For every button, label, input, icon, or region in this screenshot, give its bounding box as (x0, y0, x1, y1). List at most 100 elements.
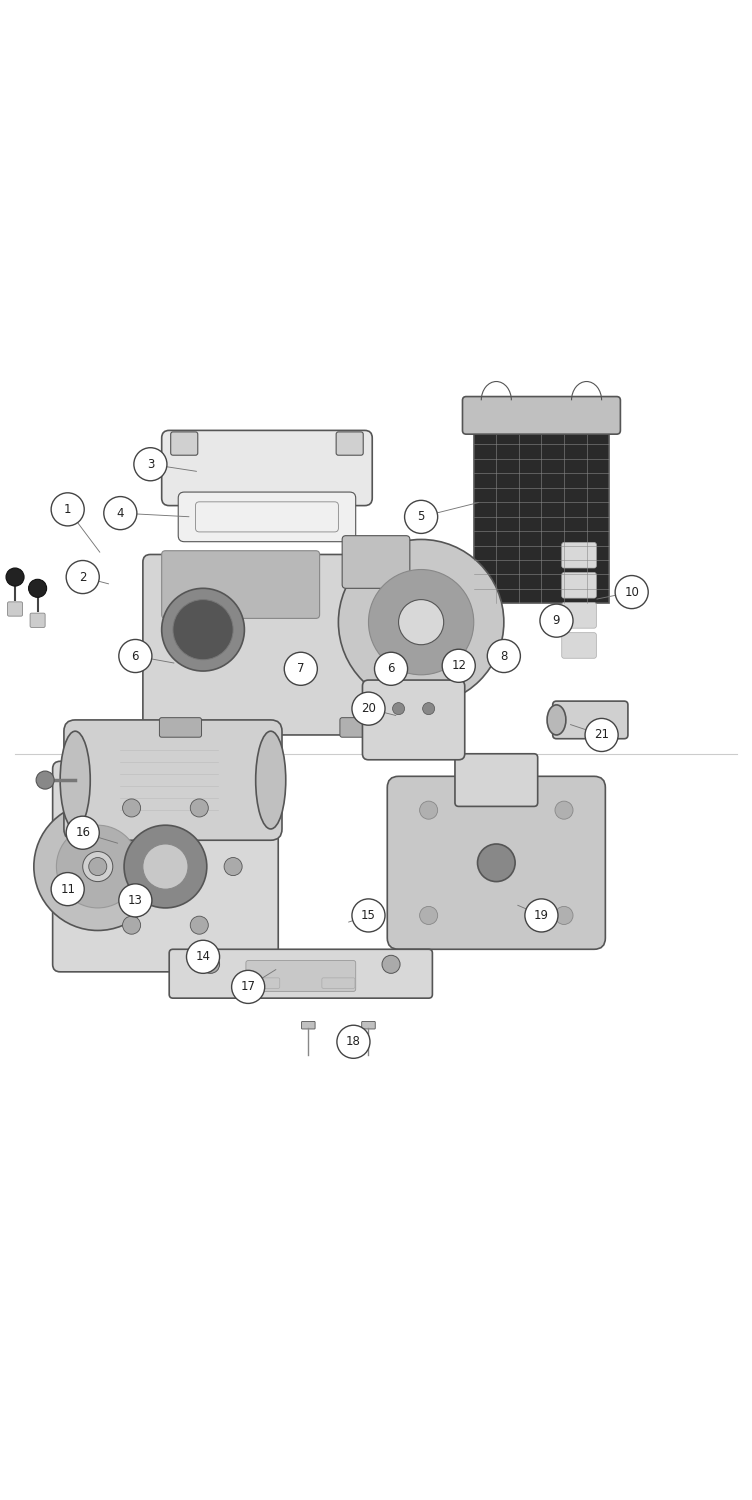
Circle shape (540, 604, 573, 638)
Circle shape (284, 652, 317, 686)
Text: 18: 18 (346, 1035, 361, 1048)
Circle shape (420, 801, 438, 819)
Circle shape (83, 852, 113, 882)
Circle shape (29, 579, 47, 597)
Circle shape (66, 561, 99, 594)
Circle shape (119, 884, 152, 916)
Circle shape (143, 844, 188, 889)
Text: 4: 4 (117, 507, 124, 519)
FancyBboxPatch shape (169, 950, 432, 998)
FancyBboxPatch shape (455, 754, 538, 807)
FancyBboxPatch shape (362, 680, 465, 760)
Circle shape (173, 600, 233, 660)
Circle shape (615, 576, 648, 609)
FancyBboxPatch shape (247, 978, 280, 988)
Text: 10: 10 (624, 585, 639, 598)
Text: 6: 6 (132, 650, 139, 663)
Circle shape (374, 652, 408, 686)
FancyBboxPatch shape (562, 573, 596, 598)
Circle shape (352, 692, 385, 724)
Text: 7: 7 (297, 663, 305, 675)
Ellipse shape (547, 705, 566, 735)
Text: 13: 13 (128, 894, 143, 908)
Circle shape (555, 906, 573, 924)
Circle shape (232, 970, 265, 1004)
Circle shape (51, 873, 84, 906)
FancyBboxPatch shape (553, 700, 628, 738)
Circle shape (89, 858, 107, 876)
Text: 12: 12 (451, 660, 466, 672)
Circle shape (382, 956, 400, 974)
Text: 6: 6 (387, 663, 395, 675)
FancyBboxPatch shape (340, 717, 382, 736)
FancyBboxPatch shape (342, 536, 410, 588)
Circle shape (123, 800, 141, 818)
Circle shape (338, 540, 504, 705)
FancyBboxPatch shape (171, 432, 198, 454)
FancyBboxPatch shape (159, 717, 202, 736)
Circle shape (51, 494, 84, 526)
Circle shape (399, 600, 444, 645)
Circle shape (34, 802, 162, 930)
FancyBboxPatch shape (562, 603, 596, 628)
FancyBboxPatch shape (64, 720, 282, 840)
FancyBboxPatch shape (53, 762, 278, 972)
Circle shape (104, 496, 137, 530)
Circle shape (224, 858, 242, 876)
Text: 16: 16 (75, 827, 90, 839)
Circle shape (119, 639, 152, 672)
Circle shape (124, 825, 207, 908)
Circle shape (186, 940, 220, 974)
Circle shape (66, 816, 99, 849)
Circle shape (487, 639, 520, 672)
FancyBboxPatch shape (474, 416, 609, 603)
FancyBboxPatch shape (178, 492, 356, 542)
Circle shape (134, 447, 167, 482)
Text: 11: 11 (60, 882, 75, 896)
Circle shape (368, 570, 474, 675)
Circle shape (337, 1024, 370, 1059)
FancyBboxPatch shape (322, 978, 355, 988)
Text: 1: 1 (64, 503, 71, 516)
Circle shape (36, 771, 54, 789)
FancyBboxPatch shape (302, 1022, 315, 1029)
Circle shape (352, 898, 385, 932)
Text: 3: 3 (147, 458, 154, 471)
Text: 21: 21 (594, 729, 609, 741)
Circle shape (420, 906, 438, 924)
Text: 14: 14 (196, 951, 211, 963)
FancyBboxPatch shape (162, 550, 320, 618)
FancyBboxPatch shape (462, 396, 620, 433)
Circle shape (190, 916, 208, 934)
FancyBboxPatch shape (162, 430, 372, 506)
Circle shape (423, 702, 435, 714)
FancyBboxPatch shape (336, 432, 363, 454)
FancyBboxPatch shape (562, 543, 596, 568)
Text: 2: 2 (79, 570, 86, 584)
FancyBboxPatch shape (30, 614, 45, 627)
Circle shape (478, 844, 515, 882)
Circle shape (190, 800, 208, 818)
Text: 17: 17 (241, 981, 256, 993)
Text: 8: 8 (500, 650, 508, 663)
Circle shape (442, 650, 475, 682)
Circle shape (393, 702, 405, 714)
Circle shape (555, 801, 573, 819)
Text: 19: 19 (534, 909, 549, 922)
Circle shape (405, 501, 438, 534)
Circle shape (56, 825, 139, 908)
Circle shape (585, 718, 618, 752)
FancyBboxPatch shape (387, 777, 605, 950)
Text: 15: 15 (361, 909, 376, 922)
FancyBboxPatch shape (246, 960, 356, 992)
Text: 20: 20 (361, 702, 376, 715)
Circle shape (6, 568, 24, 586)
Ellipse shape (60, 730, 90, 830)
FancyBboxPatch shape (362, 1022, 375, 1029)
Ellipse shape (256, 730, 286, 830)
Text: 9: 9 (553, 614, 560, 627)
FancyBboxPatch shape (8, 602, 23, 616)
Circle shape (202, 956, 220, 974)
Circle shape (123, 916, 141, 934)
Circle shape (525, 898, 558, 932)
